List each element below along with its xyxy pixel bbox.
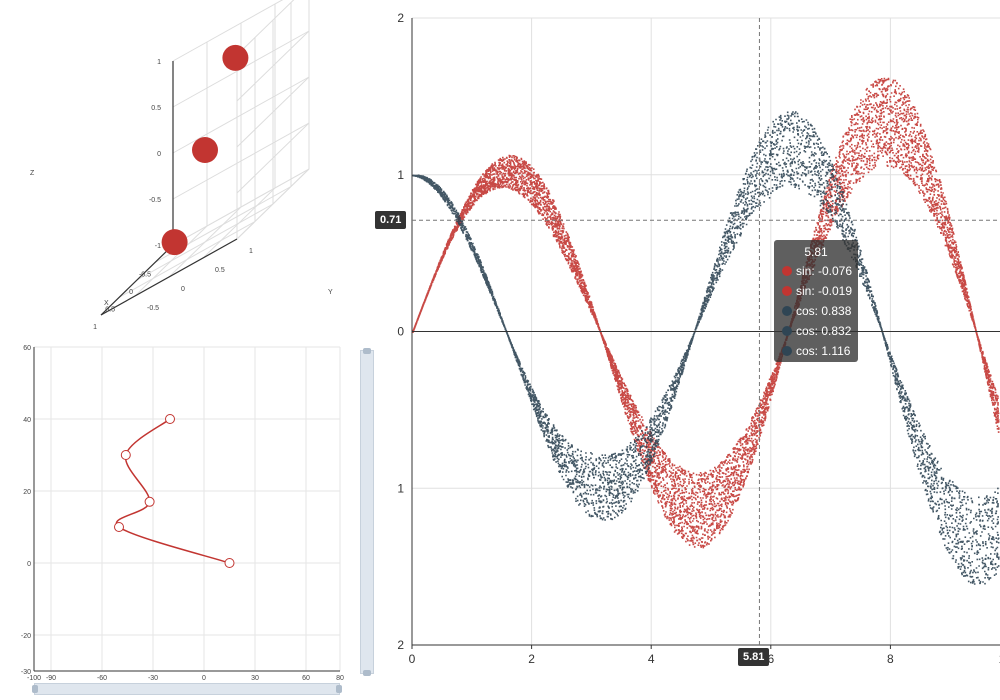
x-tick-label: 60 [302,675,310,682]
x-tick-label: 0 [202,675,206,682]
series-marker-icon [782,346,792,356]
tooltip-rows: sin: -0.076 sin: -0.019 cos: 0.838 cos: 0.8… [782,261,858,361]
axis-labels-3d: -1 -0.5 0 0.5 1 Z -0.5 0 0.5 1 X -0.5 0 0.5 1 Y [30,59,333,331]
tooltip-row: sin: -0.076 [782,261,858,281]
grid-line [172,0,284,62]
y-tick-label: 60 [23,345,31,352]
y-tick-label: 1 [249,248,253,255]
x-tick-label: 30 [251,675,259,682]
main-chart-points [412,77,1000,585]
points-3d [161,44,249,256]
line-point [224,558,235,568]
line-point [120,450,131,460]
tooltip: 5.81 sin: -0.076 sin: -0.019 cos: 0.838 cos… [774,240,858,362]
grid-line [172,76,310,154]
y-tick-label: -0.5 [147,305,159,312]
tooltip-row: cos: 0.832 [782,321,858,341]
series-marker-icon [782,286,792,296]
tooltip-row-text: cos: 1.116 [796,344,851,358]
y-tick-label: 20 [23,489,31,496]
sin-cos-scatter-chart[interactable]: 02468121012 [370,0,1000,700]
x-tick-label: 0.5 [105,307,115,314]
tooltip-title: 5.81 [804,245,828,259]
scatter-3d-chart[interactable]: -1 -0.5 0 0.5 1 Z -0.5 0 0.5 1 X -0.5 0 0.5 1 Y [0,0,370,340]
line-point [144,496,155,507]
main-chart-axes: 02468121012 [397,11,1000,666]
grid-line [202,187,276,259]
y-tick-label: 0 [181,286,185,293]
x-tick-label: 0 [409,652,416,666]
x-tick-label: 8 [887,652,894,666]
datazoom-handle-bottom[interactable] [363,670,371,676]
series-marker-icon [782,306,792,316]
y-tick-label: 0 [27,561,31,568]
tooltip-row: sin: -0.019 [782,281,858,301]
datazoom-handle-left[interactable] [32,685,38,693]
grid-line [168,206,242,278]
tooltip-row-text: sin: -0.019 [796,284,853,298]
grid-line [236,30,310,102]
line-point [165,414,175,424]
tooltip-row-text: cos: 0.832 [796,324,852,338]
x-tick-label: -0.5 [139,272,151,279]
series-marker-icon [782,266,792,276]
axis-pointer-y-label: 0.71 [375,211,407,229]
z-tick-label: 0 [157,151,161,158]
horizontal-datazoom-slider[interactable] [32,683,342,695]
x-tick-label: 4 [648,652,655,666]
datazoom-handle-top[interactable] [363,348,371,354]
datazoom-handle-right[interactable] [336,685,342,693]
z-tick-label: -0.5 [149,197,161,204]
z-tick-label: 1 [157,59,161,66]
grid-line [236,76,310,148]
line-chart[interactable]: -100 -90 -60 -30 0 30 60 80 60 40 20 0 -20 -30 [0,340,372,700]
grid-line [100,244,174,316]
x-tick-label: -30 [148,675,158,682]
series-marker-icon [782,326,792,336]
y-tick-label: 0.5 [215,267,225,274]
z-axis-label: Z [30,170,35,177]
scatter-3d-point [222,44,249,71]
x-tick-label: -90 [46,675,56,682]
x-tick-label: 0 [129,289,133,296]
x-tick-label: 6 [767,652,774,666]
x-axis-label: X [104,300,109,307]
tooltip-row: cos: 1.116 [782,341,858,361]
line-chart-ticks: -100 -90 -60 -30 0 30 60 80 60 40 20 0 -20 -30 [21,345,344,682]
y-tick-label: -30 [21,669,31,676]
x-tick-label: 1 [93,324,97,331]
tooltip-row: cos: 0.838 [782,301,858,321]
vertical-datazoom-slider[interactable] [360,348,374,676]
y-tick-label: 1 [397,168,404,182]
z-tick-label: -1 [155,243,161,250]
x-tick-label: -100 [27,675,41,682]
x-tick-label: 2 [528,652,535,666]
line-chart-series [114,414,235,568]
y-axis-label: Y [328,289,333,296]
grid-line [236,0,295,56]
z-tick-label: 0.5 [151,105,161,112]
grid-line [100,238,238,316]
y-tick-label: 1 [397,481,404,495]
y-tick-label: 2 [397,638,404,652]
scatter-3d-point [192,137,218,163]
grid-line [118,221,256,298]
line-point [114,522,124,532]
x-tick-label: 1 [999,652,1000,666]
axis-pointer-lines [412,18,1000,645]
y-tick-label: 2 [397,11,404,25]
axis-pointer-x-label: 5.81 [738,648,770,666]
y-tick-label: 40 [23,417,31,424]
scatter-series-cos [412,111,1000,585]
tooltip-row-text: sin: -0.076 [796,264,853,278]
x-tick-label: -60 [97,675,107,682]
tooltip-row-text: cos: 0.838 [796,304,852,318]
y-tick-label: 0 [397,325,404,339]
line-chart-grid [33,346,341,672]
scatter-3d-point [161,229,188,256]
x-tick-label: 80 [336,675,344,682]
y-tick-label: -20 [21,633,31,640]
